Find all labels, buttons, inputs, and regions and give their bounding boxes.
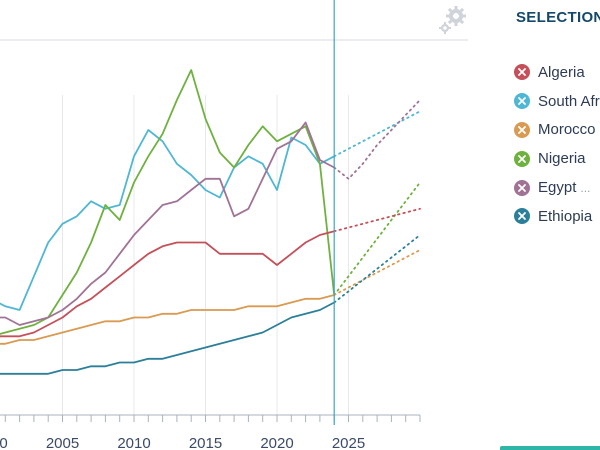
series-line — [0, 69, 336, 335]
legend-item[interactable]: Egypt... — [514, 173, 600, 202]
x-tick-label: 2000 — [0, 435, 8, 450]
projection-line — [333, 207, 421, 233]
remove-x-icon[interactable] — [514, 121, 530, 138]
legend-item[interactable]: Ethiopia — [514, 202, 600, 231]
legend-dots: ... — [580, 180, 591, 195]
selection-panel: SELECTION Algeria South Africa Morocco Nige… — [500, 0, 600, 450]
legend-list: Algeria South Africa Morocco Nigeria Egypt..… — [514, 58, 600, 231]
legend-label: Algeria — [538, 63, 585, 81]
action-button[interactable] — [500, 446, 600, 450]
legend-label: South Africa — [538, 92, 600, 110]
legend-label: Morocco — [538, 121, 596, 139]
projection-line — [333, 249, 421, 296]
projection-line — [333, 99, 421, 181]
series-line — [0, 294, 336, 345]
projection-line — [333, 110, 421, 158]
legend-label: Nigeria — [538, 150, 586, 168]
projection-line — [333, 181, 421, 296]
legend-label: Ethiopia — [538, 207, 593, 225]
projection-line — [333, 234, 421, 304]
legend-label: Egypt — [538, 179, 577, 197]
x-tick-label: 2005 — [46, 435, 79, 450]
x-tick-label: 2015 — [189, 435, 222, 450]
remove-x-icon[interactable] — [514, 179, 530, 196]
x-tick-label: 2020 — [260, 435, 293, 450]
series-line — [0, 129, 336, 311]
remove-x-icon[interactable] — [514, 208, 530, 225]
legend-item[interactable]: Algeria — [514, 58, 600, 87]
series-line — [0, 121, 336, 326]
selection-title: SELECTION — [516, 9, 600, 26]
series-line — [0, 230, 336, 338]
series-line — [0, 301, 336, 375]
x-tick-label: 2010 — [117, 435, 150, 450]
remove-x-icon[interactable] — [514, 93, 530, 110]
remove-x-icon[interactable] — [514, 64, 530, 81]
chart-area: 2000 2005 2010 2015 2020 2025 — [0, 0, 470, 450]
legend-item[interactable]: South Africa — [514, 87, 600, 116]
remove-x-icon[interactable] — [514, 150, 530, 167]
legend-item[interactable]: Nigeria — [514, 144, 600, 173]
legend-item[interactable]: Morocco — [514, 116, 600, 145]
line-chart: 2000 2005 2010 2015 2020 2025 — [0, 0, 468, 450]
gears-icon[interactable] — [436, 4, 470, 36]
x-tick-label: 2025 — [332, 435, 365, 450]
